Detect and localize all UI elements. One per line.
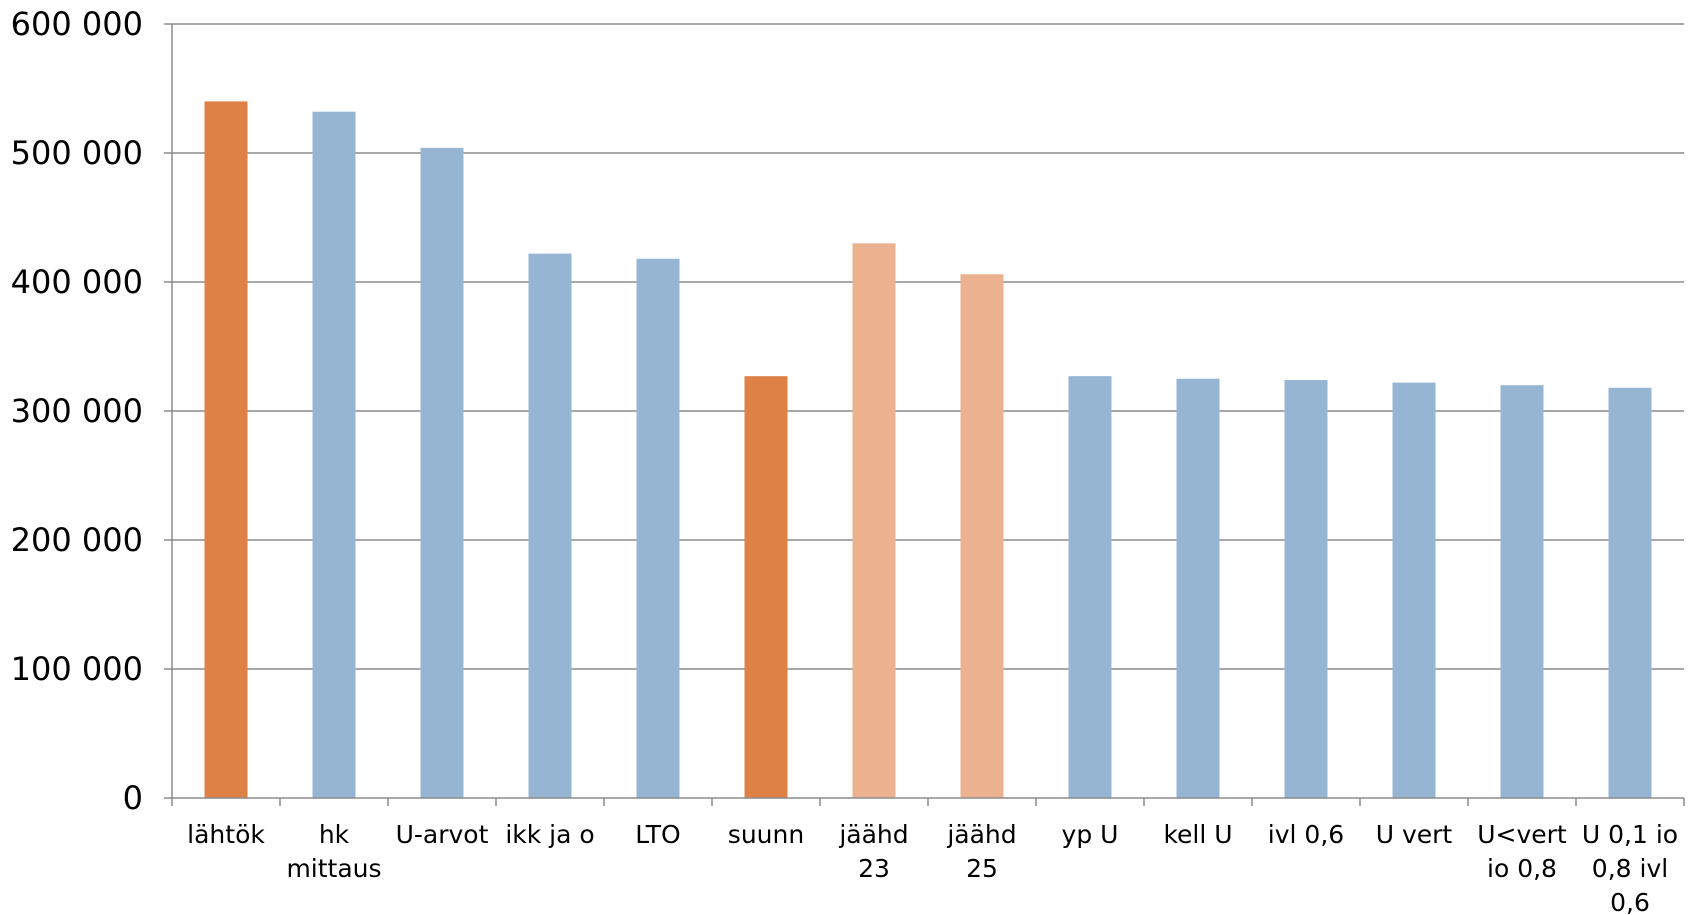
bar [1392, 382, 1436, 798]
x-tick-label: lähtök [187, 820, 265, 849]
x-tick-label: U vert [1376, 820, 1453, 849]
x-tick-labels: lähtök hk mittaus U-arvot ikk ja o LTO suunn jä… [187, 820, 1678, 915]
x-tick-label: U 0,1 io 0,8 ivl 0,6 [1582, 820, 1678, 915]
bar [636, 258, 680, 798]
y-tick-label: 500 000 [11, 134, 143, 172]
bar [852, 243, 896, 799]
bar [420, 147, 464, 799]
y-tick-label: 0 [123, 779, 143, 817]
bar [1068, 376, 1112, 798]
bar [312, 111, 356, 799]
y-tick-label: 200 000 [11, 521, 143, 559]
x-tick-label: U-arvot [396, 820, 489, 849]
x-tick-label: suunn [728, 820, 804, 849]
bar [528, 253, 572, 798]
x-tick-label: LTO [635, 820, 680, 849]
y-tick-labels: 0 100 000 200 000 300 000 400 000 500 000 600 … [11, 5, 143, 817]
bar [1176, 378, 1220, 798]
x-tick-label: U<vert io 0,8 [1477, 820, 1567, 883]
x-tick-label: jäähd 25 [946, 820, 1016, 883]
y-tick-label: 600 000 [11, 5, 143, 43]
x-tick-label: ivl 0,6 [1268, 820, 1344, 849]
bar [204, 101, 248, 798]
x-tick-label: ikk ja o [505, 820, 594, 849]
axes [164, 23, 1685, 806]
gridlines [172, 23, 1684, 670]
x-tick-label: kell U [1163, 820, 1232, 849]
y-tick-label: 400 000 [11, 263, 143, 301]
x-tick-label: hk mittaus [286, 820, 381, 883]
x-tick-label: jäähd 23 [838, 820, 908, 883]
bar [1608, 387, 1652, 798]
bar [960, 274, 1004, 798]
bars [204, 101, 1652, 799]
x-tick-label: yp U [1062, 820, 1119, 849]
bar [1284, 380, 1328, 798]
y-tick-label: 300 000 [11, 392, 143, 430]
y-tick-label: 100 000 [11, 650, 143, 688]
bar [744, 376, 788, 798]
bar [1500, 385, 1544, 798]
